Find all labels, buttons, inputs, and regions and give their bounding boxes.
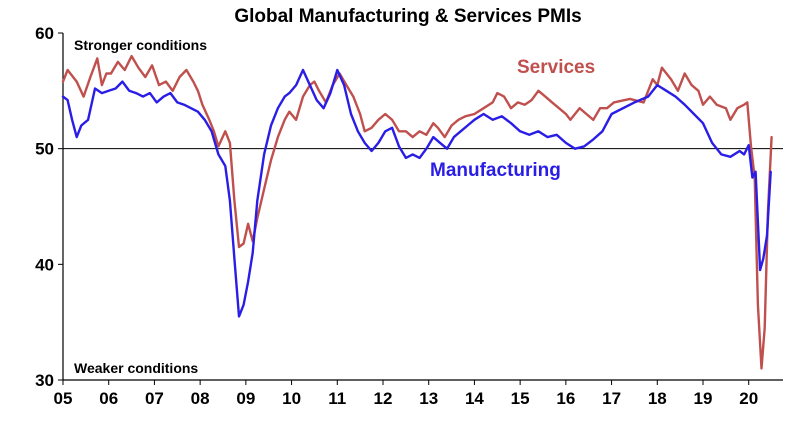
annotation-stronger: Stronger conditions [74, 37, 207, 53]
y-tick-label: 40 [35, 255, 54, 274]
series-layer [61, 54, 773, 370]
x-tick-label: 16 [556, 389, 575, 408]
x-tick-label: 06 [99, 389, 118, 408]
x-tick-label: 07 [145, 389, 164, 408]
x-tick-label: 15 [511, 389, 530, 408]
x-tick-label: 12 [374, 389, 393, 408]
x-tick-label: 10 [282, 389, 301, 408]
y-tick-label: 50 [35, 140, 54, 159]
x-tick-label: 18 [648, 389, 667, 408]
x-tick-label: 11 [328, 389, 346, 408]
x-tick-label: 09 [236, 389, 255, 408]
y-tick-label: 60 [35, 24, 54, 43]
annotation-weaker: Weaker conditions [74, 360, 198, 376]
x-tick-label: 08 [191, 389, 210, 408]
x-tick-label: 19 [694, 389, 713, 408]
x-tick-label: 05 [54, 389, 73, 408]
axes: 30 40 50 60 05 06 07 08 09 10 11 12 13 14 15 16 17 18 19 20 [35, 24, 783, 408]
series-line-manufacturing [61, 68, 772, 318]
x-tick-label: 20 [739, 389, 758, 408]
series-label-manufacturing: Manufacturing [430, 160, 561, 181]
y-tick-label: 30 [35, 371, 54, 390]
x-tick-label: 13 [419, 389, 438, 408]
series-label-services: Services [517, 57, 595, 78]
x-tick-label: 17 [602, 389, 621, 408]
series-line-services [61, 54, 773, 370]
chart-title: Global Manufacturing & Services PMIs [234, 6, 581, 27]
x-tick-label: 14 [465, 389, 484, 408]
